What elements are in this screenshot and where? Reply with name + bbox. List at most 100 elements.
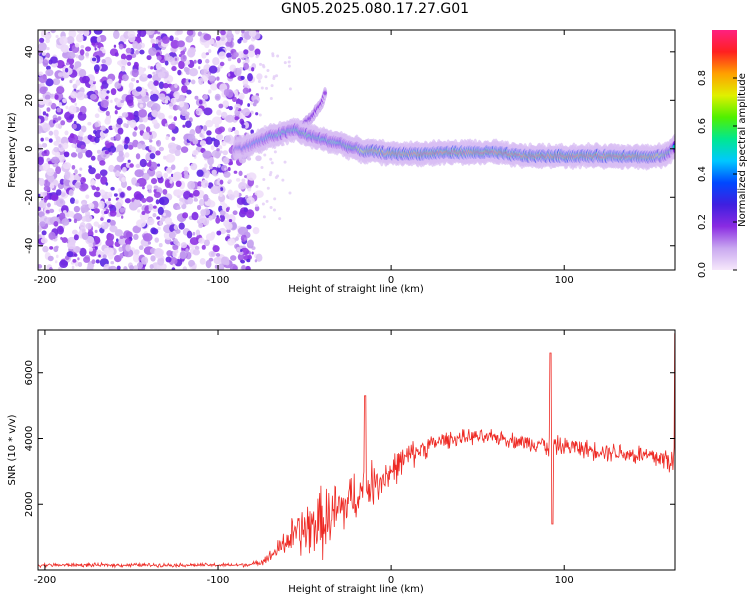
- spectrogram-noise-cell: [53, 246, 59, 253]
- spectrogram-noise-cell: [74, 182, 82, 189]
- spectrogram-noise-cell: [158, 81, 165, 90]
- spectrogram-noise-cell: [108, 164, 115, 173]
- spectrogram-noise-cell: [76, 30, 85, 35]
- spectrogram-noise-cell: [240, 75, 245, 81]
- spectrogram-noise-cell: [202, 125, 208, 131]
- spectrogram-noise-cell: [58, 102, 62, 107]
- spectrogram-noise-cell: [110, 99, 113, 104]
- spectrogram-noise-cell: [244, 175, 247, 179]
- spectrogram-noise-cell: [179, 251, 187, 260]
- spectrogram-noise-cell: [210, 185, 221, 195]
- spectrogram-noise-cell: [124, 136, 130, 144]
- spectrogram-noise-cell: [176, 205, 181, 210]
- spectrogram-noise-cell: [110, 88, 117, 96]
- snr-y-tick-label: 2000: [24, 492, 35, 517]
- spectrogram-noise-cell: [48, 138, 53, 143]
- spectrogram-noise-cell: [65, 62, 70, 66]
- spectrogram-noise-cell: [100, 217, 104, 222]
- spectrogram-noise-cell: [57, 72, 64, 77]
- spectrogram-noise-cell: [246, 258, 251, 263]
- spectrogram-noise-cell: [246, 197, 255, 205]
- spectrogram-noise-cell: [172, 171, 183, 181]
- spectrogram-noise-cell: [266, 186, 270, 190]
- spectrogram-noise-cell: [124, 198, 131, 204]
- spectrogram-noise-cell: [90, 264, 95, 268]
- spectrogram-noise-cell: [186, 89, 192, 95]
- spectrogram-noise-cell: [135, 163, 141, 169]
- spectrogram-noise-cell: [246, 172, 257, 181]
- spectrogram-noise-cell: [175, 180, 182, 188]
- spectrogram-noise-cell: [62, 98, 67, 104]
- spectrogram-noise-cell: [214, 127, 223, 135]
- spectrogram-noise-cell: [193, 150, 198, 155]
- spectrogram-noise-cell: [63, 151, 70, 157]
- spectrogram-noise-cell: [116, 238, 119, 242]
- spectrogram-noise-cell: [135, 49, 140, 55]
- spectrogram-noise-cell: [71, 229, 78, 235]
- spectrogram-noise-cell: [253, 99, 259, 104]
- spectrogram-noise-cell: [168, 102, 174, 107]
- spectrogram-noise-cell: [105, 239, 114, 247]
- spectrogram-noise-cell: [95, 173, 101, 180]
- spectrogram-noise-cell: [113, 44, 117, 48]
- spectrogram-noise-cell: [85, 46, 92, 52]
- spectrogram-noise-cell: [93, 191, 101, 198]
- spectrogram-noise-cell: [187, 197, 194, 205]
- spectrogram-noise-cell: [74, 61, 82, 68]
- spectrogram-noise-cell: [51, 156, 60, 164]
- spectrogram-noise-cell: [220, 187, 224, 191]
- spectrogram-noise-cell: [46, 202, 51, 208]
- spectrogram-noise-cell: [141, 197, 147, 203]
- spectrogram-noise-cell: [217, 163, 221, 168]
- spectrogram-noise-cell: [104, 117, 111, 125]
- spectrogram-noise-cell: [165, 256, 172, 263]
- spectrogram-noise-cell: [114, 52, 119, 57]
- spectrogram-noise-cell: [270, 84, 274, 88]
- spectrogram-noise-cell: [81, 75, 90, 84]
- spectrogram-noise-cell: [139, 30, 147, 38]
- spectrogram-noise-cell: [59, 259, 69, 269]
- spectrogram-noise-cell: [62, 142, 69, 150]
- spectrogram-noise-cell: [197, 58, 203, 65]
- spectrogram-noise-cell: [38, 75, 48, 84]
- spectrogram-noise-cell: [232, 265, 238, 270]
- spectrogram-noise-cell: [75, 246, 80, 253]
- spectrogram-noise-cell: [54, 151, 61, 158]
- spectrogram-noise-cell: [203, 107, 213, 116]
- spectrogram-noise-cell: [194, 95, 199, 100]
- spectrogram-noise-cell: [173, 224, 178, 231]
- spectrogram-noise-cell: [120, 99, 125, 104]
- spectrogram-noise-cell: [168, 115, 173, 119]
- spectrogram-noise-cell: [94, 246, 98, 251]
- spectrogram-noise-cell: [109, 151, 113, 156]
- spectrogram-noise-cell: [144, 30, 155, 36]
- spectrogram-noise-cell: [81, 232, 89, 241]
- spectrogram-noise-cell: [131, 68, 139, 78]
- spectrogram-noise-cell: [133, 61, 139, 69]
- spectrogram-noise-cell: [242, 79, 249, 87]
- spectrogram-x-tick-label: 100: [555, 275, 574, 286]
- spectrogram-noise-cell: [212, 57, 220, 66]
- spectrogram-noise-cell: [232, 190, 240, 198]
- spectrogram-noise-cell: [231, 37, 234, 41]
- spectrogram-noise-cell: [38, 143, 43, 150]
- spectrogram-noise-cell: [179, 100, 185, 108]
- spectrogram-noise-cell: [151, 119, 158, 125]
- spectrogram-noise-cell: [80, 183, 89, 191]
- spectrogram-noise-cell: [212, 245, 220, 253]
- spectrogram-noise-cell: [255, 184, 259, 188]
- spectrogram-noise-cell: [47, 174, 55, 183]
- spectrogram-y-tick-label: 20: [24, 94, 35, 107]
- spectrogram-noise-cell: [88, 202, 95, 210]
- spectrogram-noise-cell: [164, 217, 173, 225]
- spectrogram-noise-cell: [75, 79, 81, 86]
- spectrogram-noise-cell: [169, 35, 174, 42]
- spectrogram-noise-cell: [54, 94, 59, 100]
- colorbar-tick-label: 0.8: [697, 70, 708, 86]
- snr-y-axis-title: SNR (10 * v/v): [7, 414, 18, 485]
- spectrogram-noise-cell: [38, 71, 44, 77]
- spectrogram-noise-cell: [91, 185, 97, 191]
- spectrogram-noise-cell: [227, 179, 232, 183]
- snr-x-axis-title: Height of straight line (km): [288, 584, 424, 595]
- spectrogram-noise-cell: [103, 154, 107, 158]
